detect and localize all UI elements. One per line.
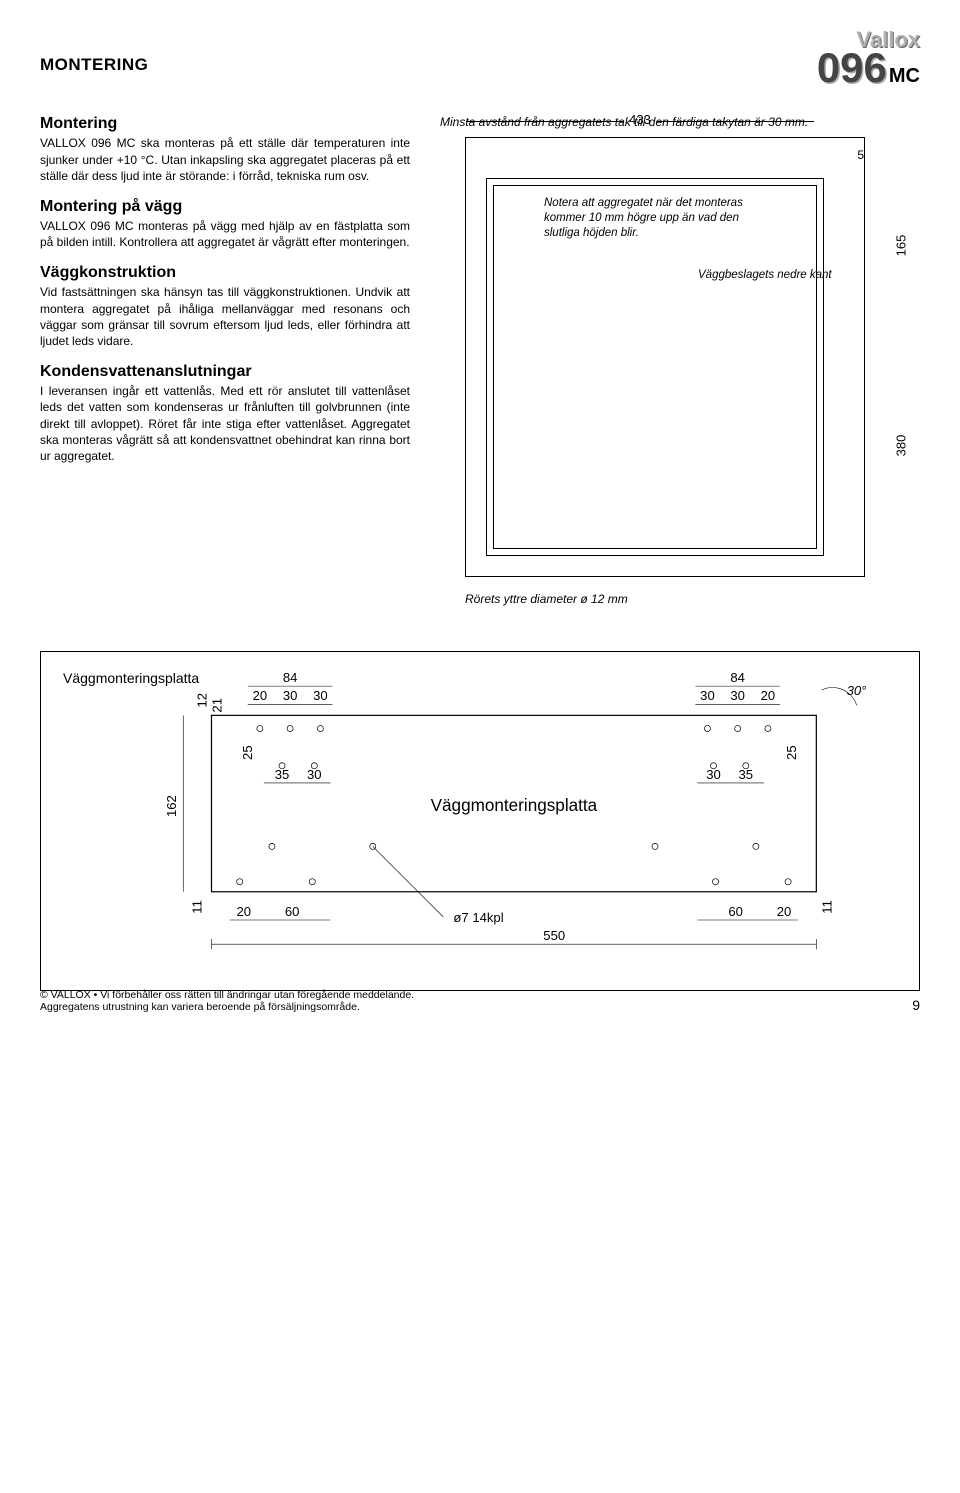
- diagram-column: Minsta avstånd från aggregatets tak till…: [440, 115, 920, 606]
- bottom-h-dims: 20 60 60 20: [230, 904, 799, 920]
- left-vertical-dims: 12 21: [194, 693, 224, 713]
- top-right-dims: 84 30 30 20: [695, 670, 780, 704]
- main-columns: Montering VALLOX 096 MC ska monteras på …: [40, 115, 920, 606]
- bracket-note: Väggbeslagets nedre kant: [698, 268, 832, 283]
- para-vagg: VALLOX 096 MC monteras på vägg med hjälp…: [40, 218, 410, 250]
- plate-svg: 84 20 30 30 84 30 30 20 30° 12 21 25 25: [151, 670, 897, 962]
- dim-side-380: 380: [894, 435, 909, 457]
- model-name: 096 MC: [817, 50, 920, 86]
- dim-20-l: 20: [253, 688, 268, 703]
- page-header: MONTERING Vallox 096 MC: [40, 30, 920, 85]
- dim-550: 550: [543, 928, 565, 943]
- dim-60-bl: 60: [285, 904, 300, 919]
- dim-30-l1: 30: [283, 688, 298, 703]
- top-left-dims: 84 20 30 30: [248, 670, 333, 704]
- para-konstruktion: Vid fastsättningen ska hänsyn tas till v…: [40, 284, 410, 349]
- dim-84-l: 84: [283, 670, 298, 685]
- dim-60-br: 60: [728, 904, 743, 919]
- inner-h-dims-right: 30 35: [697, 767, 764, 783]
- section-title: MONTERING: [40, 55, 148, 75]
- page-footer: © VALLOX • Vi förbehåller oss rätten til…: [40, 989, 920, 1013]
- text-column: Montering VALLOX 096 MC ska monteras på …: [40, 115, 410, 606]
- mount-note: Notera att aggregatet när det monteras k…: [544, 196, 759, 241]
- dim-84-r: 84: [730, 670, 745, 685]
- dim-21: 21: [210, 698, 225, 713]
- dim-top-small: 5: [857, 148, 864, 162]
- dim-25-l: 25: [240, 745, 255, 760]
- heading-vagg: Montering på vägg: [40, 198, 410, 216]
- footer-line2: Aggregatens utrustning kan variera beroe…: [40, 1001, 414, 1013]
- dim-162: 162: [164, 795, 179, 817]
- dim-11-l: 11: [189, 900, 204, 914]
- footer-text: © VALLOX • Vi förbehåller oss rätten til…: [40, 989, 414, 1013]
- pipe-diameter-note: Rörets yttre diameter ø 12 mm: [465, 592, 920, 606]
- dim-20-r: 20: [761, 688, 776, 703]
- plate-center-label: Väggmonteringsplatta: [431, 795, 598, 815]
- heading-montering: Montering: [40, 115, 410, 133]
- dim-30-r1: 30: [700, 688, 715, 703]
- dim-width: 433: [466, 112, 814, 127]
- page-number: 9: [912, 997, 920, 1013]
- para-montering: VALLOX 096 MC ska monteras på ett ställe…: [40, 135, 410, 184]
- footer-line1: © VALLOX • Vi förbehåller oss rätten til…: [40, 989, 414, 1001]
- unit-diagram: 433 5 Notera att aggregatet när det mont…: [465, 137, 865, 577]
- para-kondens: I leveransen ingår ett vattenlås. Med et…: [40, 383, 410, 464]
- mounting-plate-diagram: Väggmonteringsplatta 84 20 30 30 84 30 3…: [40, 651, 920, 991]
- dim-side-165: 165: [894, 235, 909, 257]
- model-suffix: MC: [889, 68, 920, 85]
- dim-20-br: 20: [777, 904, 792, 919]
- dim-20-bl: 20: [236, 904, 251, 919]
- inner-h-dims-left: 35 30: [264, 767, 331, 783]
- dim-30-r2: 30: [730, 688, 745, 703]
- dim-30-l2: 30: [313, 688, 328, 703]
- heading-konstruktion: Väggkonstruktion: [40, 264, 410, 282]
- hole-spec: ø7 14kpl: [453, 910, 503, 925]
- dim-25-r: 25: [784, 745, 799, 760]
- dim-angle: 30°: [847, 683, 867, 698]
- dim-11-r: 11: [819, 900, 834, 914]
- dim-12: 12: [194, 693, 209, 708]
- heading-kondens: Kondensvattenanslutningar: [40, 363, 410, 381]
- model-number: 096: [817, 50, 887, 86]
- brand-logo: Vallox 096 MC: [817, 30, 920, 85]
